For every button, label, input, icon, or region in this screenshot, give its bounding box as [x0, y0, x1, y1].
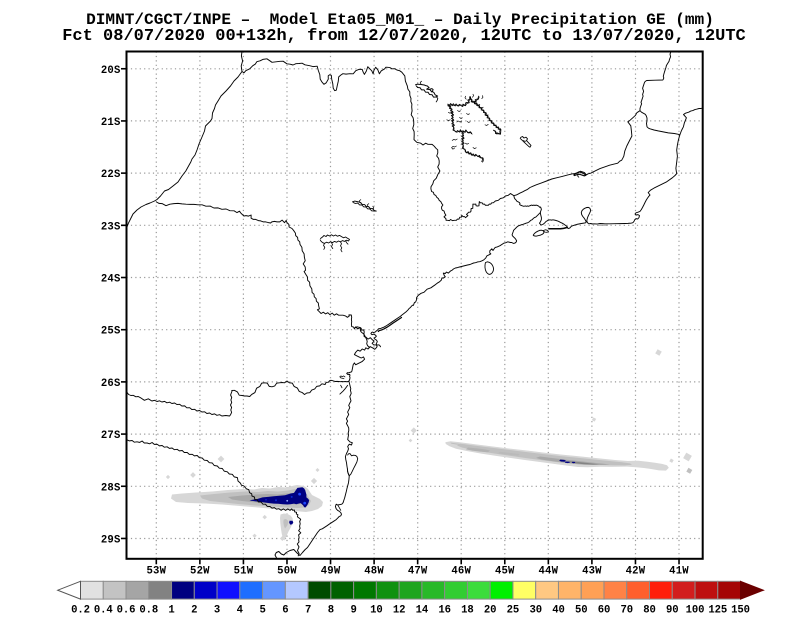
- svg-text:53W: 53W: [146, 566, 166, 578]
- svg-text:0.6: 0.6: [117, 605, 136, 617]
- svg-text:125: 125: [708, 605, 727, 617]
- svg-text:8: 8: [328, 605, 334, 617]
- svg-text:20S: 20S: [101, 65, 121, 77]
- svg-text:14: 14: [416, 605, 429, 617]
- svg-text:3: 3: [214, 605, 220, 617]
- svg-text:42W: 42W: [626, 566, 646, 578]
- svg-text:28S: 28S: [101, 482, 121, 494]
- svg-text:29S: 29S: [101, 534, 121, 546]
- svg-text:80: 80: [643, 605, 656, 617]
- svg-text:22S: 22S: [101, 169, 121, 181]
- svg-text:12: 12: [393, 605, 406, 617]
- svg-text:46W: 46W: [451, 566, 471, 578]
- svg-text:48W: 48W: [364, 566, 384, 578]
- svg-text:25: 25: [507, 605, 520, 617]
- svg-text:6: 6: [282, 605, 288, 617]
- svg-text:90: 90: [666, 605, 679, 617]
- svg-text:2: 2: [191, 605, 197, 617]
- svg-text:0.4: 0.4: [94, 605, 114, 617]
- svg-text:5: 5: [259, 605, 265, 617]
- svg-text:23S: 23S: [101, 221, 121, 233]
- svg-text:50: 50: [575, 605, 588, 617]
- svg-text:100: 100: [686, 605, 705, 617]
- svg-text:150: 150: [731, 605, 750, 617]
- svg-text:27S: 27S: [101, 430, 121, 442]
- svg-text:70: 70: [620, 605, 633, 617]
- svg-text:45W: 45W: [495, 566, 515, 578]
- svg-text:51W: 51W: [234, 566, 254, 578]
- svg-text:0.2: 0.2: [71, 605, 90, 617]
- svg-text:41W: 41W: [669, 566, 689, 578]
- svg-text:60: 60: [598, 605, 611, 617]
- svg-text:0.8: 0.8: [139, 605, 158, 617]
- svg-text:47W: 47W: [408, 566, 428, 578]
- svg-text:26S: 26S: [101, 378, 121, 390]
- svg-text:18: 18: [461, 605, 474, 617]
- svg-text:50W: 50W: [277, 566, 297, 578]
- svg-text:21S: 21S: [101, 117, 121, 129]
- svg-text:1: 1: [168, 605, 174, 617]
- svg-text:16: 16: [438, 605, 451, 617]
- svg-text:10: 10: [370, 605, 383, 617]
- svg-text:25S: 25S: [101, 326, 121, 338]
- svg-text:30: 30: [529, 605, 542, 617]
- svg-text:52W: 52W: [190, 566, 210, 578]
- svg-text:9: 9: [350, 605, 356, 617]
- svg-text:24S: 24S: [101, 274, 121, 286]
- svg-text:20: 20: [484, 605, 497, 617]
- svg-text:43W: 43W: [582, 566, 602, 578]
- svg-text:44W: 44W: [539, 566, 559, 578]
- svg-text:40: 40: [552, 605, 565, 617]
- svg-text:49W: 49W: [321, 566, 341, 578]
- svg-text:7: 7: [305, 605, 311, 617]
- svg-text:4: 4: [237, 605, 244, 617]
